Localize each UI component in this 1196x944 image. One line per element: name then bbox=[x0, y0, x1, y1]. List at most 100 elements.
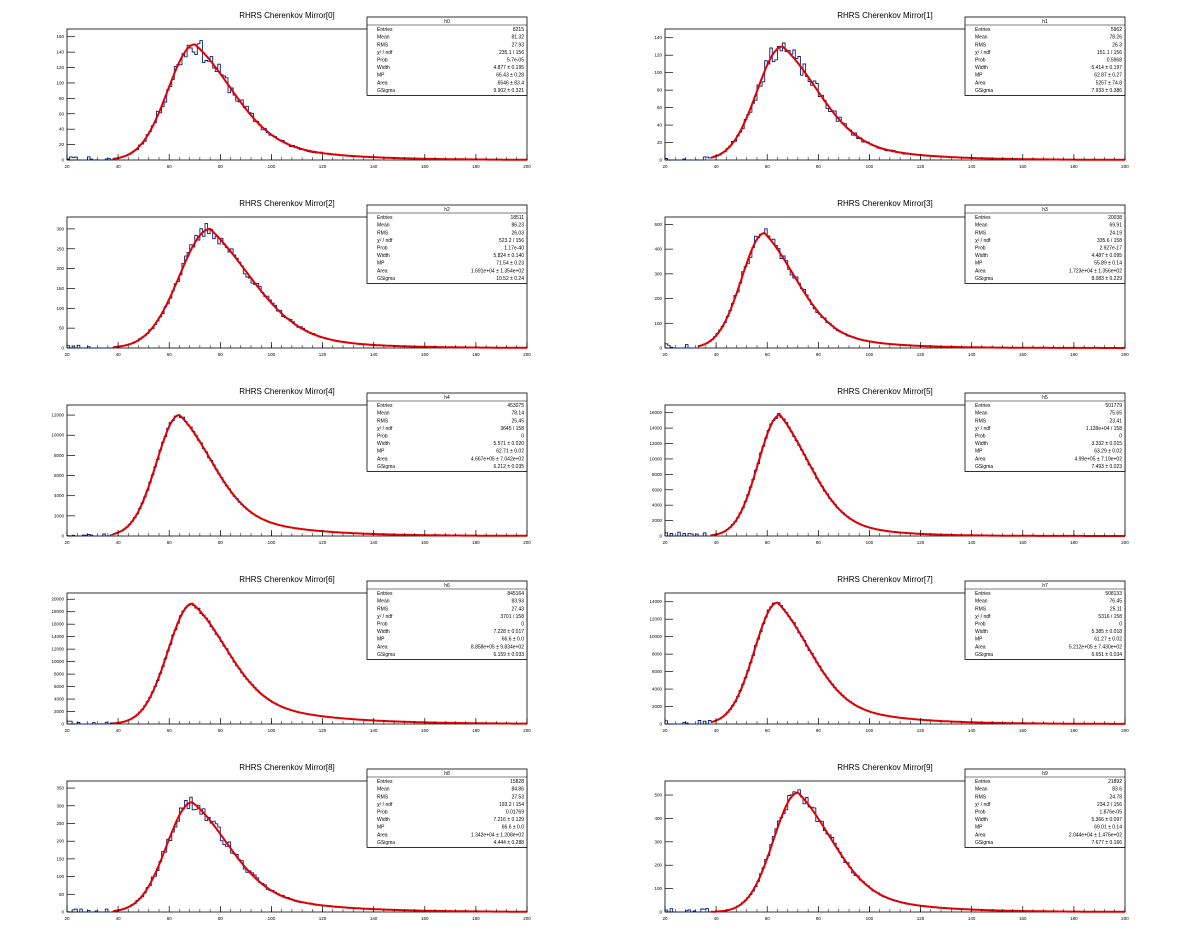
stats-value: 76.45 bbox=[1109, 599, 1122, 605]
y-tick-label: 250 bbox=[56, 246, 64, 251]
stats-label: RMS bbox=[377, 230, 389, 236]
y-tick-label: 200 bbox=[56, 839, 64, 844]
x-tick-label: 140 bbox=[370, 728, 378, 733]
stats-value: 66.6 ± 0.0 bbox=[502, 637, 524, 643]
y-tick-label: 60 bbox=[59, 111, 65, 116]
y-tick-label: 10000 bbox=[51, 659, 64, 664]
stats-value: 5.7e-05 bbox=[507, 58, 524, 64]
y-tick-label: 14000 bbox=[649, 599, 662, 604]
y-tick-label: 100 bbox=[654, 70, 662, 75]
stats-value: 5316 / 158 bbox=[1098, 614, 1122, 620]
x-tick-label: 160 bbox=[1019, 916, 1027, 921]
y-tick-label: 18000 bbox=[51, 609, 64, 614]
x-tick-label: 140 bbox=[968, 728, 976, 733]
y-tick-label: 200 bbox=[56, 266, 64, 271]
stats-label: RMS bbox=[975, 794, 987, 800]
stats-box: h6 Entries 845164 Mean 83.93 RMS 27.43 χ² / ndf… bbox=[366, 580, 528, 660]
stats-box-title: h6 bbox=[444, 583, 450, 589]
stats-value: 25.11 bbox=[1110, 606, 1122, 612]
x-tick-label: 60 bbox=[765, 540, 771, 545]
x-tick-label: 160 bbox=[421, 352, 429, 357]
y-tick-label: 120 bbox=[56, 65, 64, 70]
stats-value: 7.228 ± 0.017 bbox=[493, 629, 524, 635]
stats-label: Width bbox=[377, 629, 390, 635]
y-tick-label: 100 bbox=[56, 874, 64, 879]
fit-curve bbox=[112, 414, 528, 537]
stats-value: 66.6 ± 0.0 bbox=[502, 825, 524, 831]
stats-box-frame bbox=[964, 768, 1126, 848]
y-tick-label: 12000 bbox=[649, 617, 662, 622]
x-tick-label: 200 bbox=[1121, 916, 1129, 921]
stats-label: χ² / ndf bbox=[377, 50, 393, 56]
x-tick-label: 20 bbox=[64, 728, 70, 733]
y-tick-label: 60 bbox=[657, 105, 663, 110]
stats-label: Width bbox=[975, 817, 988, 823]
stats-box: h4 Entries 453075 Mean 78.14 RMS 25.45 χ² / ndf… bbox=[366, 392, 528, 472]
y-tick-label: 20 bbox=[59, 142, 65, 147]
stats-label: Area bbox=[975, 456, 986, 462]
stats-label: RMS bbox=[975, 606, 987, 612]
stats-label: MP bbox=[377, 449, 385, 455]
stats-value: 8.083 ± 0.229 bbox=[1091, 276, 1122, 282]
stats-label: Prob bbox=[975, 246, 986, 252]
x-tick-label: 180 bbox=[1070, 540, 1078, 545]
x-tick-label: 40 bbox=[116, 916, 122, 921]
stats-box: h3 Entries 20038 Mean 69.91 RMS 24.19 χ² / ndf 3… bbox=[964, 204, 1126, 284]
stats-value: 66.43 ± 0.28 bbox=[496, 73, 524, 79]
y-tick-label: 150 bbox=[56, 856, 64, 861]
y-tick-label: 12000 bbox=[51, 413, 64, 418]
y-tick-label: 20 bbox=[657, 140, 663, 145]
x-tick-label: 100 bbox=[268, 540, 276, 545]
panel-title: RHRS Cherenkov Mirror[6] bbox=[239, 575, 335, 584]
y-tick-label: 200 bbox=[654, 296, 662, 301]
y-tick-label: 20000 bbox=[51, 597, 64, 602]
stats-value: 7.677 ± 0.166 bbox=[1091, 840, 1122, 846]
x-tick-label: 20 bbox=[662, 352, 668, 357]
stats-label: MP bbox=[975, 73, 983, 79]
histogram-panel-3: RHRS Cherenkov Mirror[3] 20 40 60 80 100 120 14… bbox=[654, 199, 1129, 357]
stats-label: Width bbox=[377, 817, 390, 823]
x-tick-label: 140 bbox=[370, 164, 378, 169]
panel-title: RHRS Cherenkov Mirror[8] bbox=[239, 763, 335, 772]
x-tick-label: 40 bbox=[116, 352, 122, 357]
y-tick-label: 100 bbox=[654, 321, 662, 326]
x-tick-label: 60 bbox=[765, 352, 771, 357]
stats-label: RMS bbox=[377, 606, 389, 612]
stats-label: Prob bbox=[975, 58, 986, 64]
x-tick-label: 200 bbox=[1121, 728, 1129, 733]
stats-value: 0.01769 bbox=[506, 810, 524, 816]
stats-value: 78.14 bbox=[511, 411, 524, 417]
stats-value: 10.52 ± 0.24 bbox=[496, 276, 524, 282]
stats-value: 5.385 ± 0.018 bbox=[1091, 629, 1122, 635]
x-tick-label: 20 bbox=[64, 540, 70, 545]
stats-label: χ² / ndf bbox=[975, 802, 991, 808]
y-tick-label: 100 bbox=[56, 306, 64, 311]
x-tick-label: 200 bbox=[1121, 352, 1129, 357]
histogram-panel-0: RHRS Cherenkov Mirror[0] 20 40 60 80 100 120 14… bbox=[56, 11, 531, 169]
y-tick-label: 0 bbox=[659, 158, 662, 163]
stats-value: 335.6 / 158 bbox=[1097, 238, 1122, 244]
stats-label: MP bbox=[975, 449, 983, 455]
stats-label: GSigma bbox=[975, 88, 993, 94]
x-tick-label: 20 bbox=[662, 540, 668, 545]
y-tick-label: 14000 bbox=[51, 634, 64, 639]
stats-value: 62.87 ± 0.27 bbox=[1094, 73, 1122, 79]
stats-value: 63.29 ± 0.02 bbox=[1094, 449, 1122, 455]
stats-box-frame bbox=[964, 392, 1126, 472]
y-tick-label: 6000 bbox=[54, 473, 65, 478]
y-tick-label: 300 bbox=[56, 803, 64, 808]
x-tick-label: 40 bbox=[714, 164, 720, 169]
x-tick-label: 80 bbox=[218, 540, 224, 545]
x-tick-label: 180 bbox=[1070, 352, 1078, 357]
x-tick-label: 120 bbox=[917, 352, 925, 357]
y-tick-label: 140 bbox=[654, 35, 662, 40]
stats-label: GSigma bbox=[377, 840, 395, 846]
stats-value: 27.43 bbox=[511, 606, 524, 612]
stats-label: Prob bbox=[377, 246, 388, 252]
stats-label: Entries bbox=[975, 591, 991, 597]
stats-value: 3645 / 158 bbox=[500, 426, 524, 432]
stats-label: GSigma bbox=[377, 464, 395, 470]
stats-label: Prob bbox=[975, 810, 986, 816]
x-tick-label: 20 bbox=[662, 728, 668, 733]
y-tick-label: 400 bbox=[654, 247, 662, 252]
